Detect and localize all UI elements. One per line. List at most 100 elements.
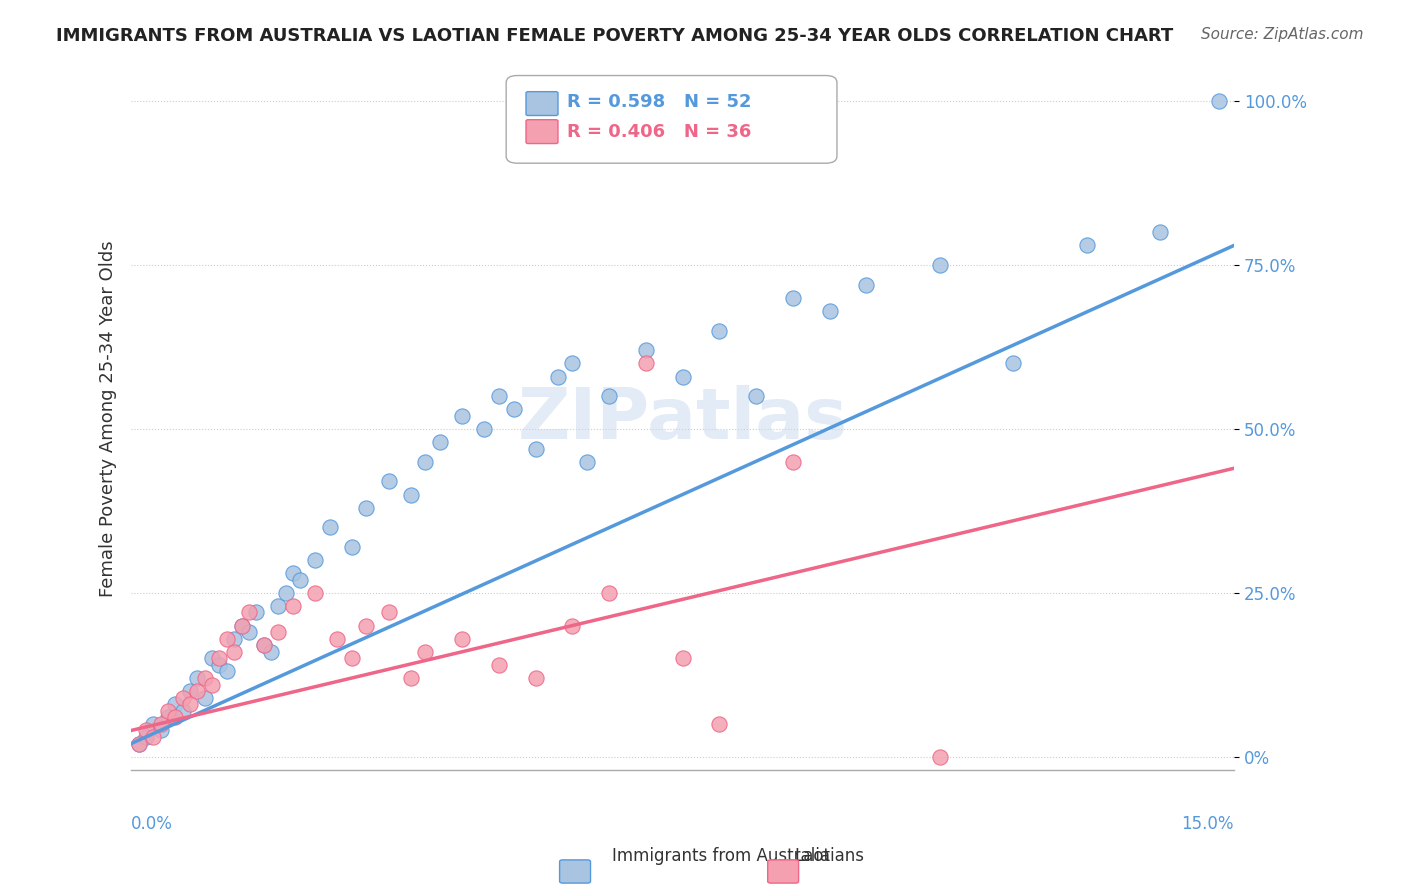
Point	[231, 618, 253, 632]
Point	[399, 487, 422, 501]
Point	[201, 651, 224, 665]
Point	[451, 632, 474, 646]
Point	[149, 723, 172, 738]
Point	[319, 520, 342, 534]
Point	[782, 455, 804, 469]
FancyBboxPatch shape	[506, 76, 837, 163]
Point	[194, 671, 217, 685]
Point	[561, 356, 583, 370]
Point	[377, 475, 399, 489]
Point	[215, 665, 238, 679]
Point	[399, 671, 422, 685]
Point	[224, 632, 246, 646]
Text: Laotians: Laotians	[794, 847, 865, 865]
Point	[172, 704, 194, 718]
Point	[561, 618, 583, 632]
Point	[142, 730, 165, 744]
Point	[356, 500, 378, 515]
Y-axis label: Female Poverty Among 25-34 Year Olds: Female Poverty Among 25-34 Year Olds	[100, 241, 117, 598]
Point	[576, 455, 599, 469]
Point	[128, 737, 150, 751]
Point	[502, 402, 524, 417]
Point	[524, 442, 547, 456]
Point	[745, 389, 768, 403]
Point	[818, 304, 841, 318]
Point	[231, 618, 253, 632]
Point	[156, 704, 179, 718]
Point	[238, 625, 260, 640]
Point	[598, 586, 620, 600]
Point	[208, 657, 231, 672]
Point	[208, 651, 231, 665]
Point	[547, 369, 569, 384]
Point	[135, 723, 157, 738]
Text: R = 0.406   N = 36: R = 0.406 N = 36	[567, 122, 751, 141]
Point	[179, 697, 201, 711]
Point	[928, 258, 950, 272]
Point	[179, 684, 201, 698]
Point	[782, 291, 804, 305]
Point	[165, 710, 187, 724]
Point	[172, 690, 194, 705]
Point	[128, 737, 150, 751]
Point	[260, 645, 283, 659]
Point	[135, 730, 157, 744]
Point	[215, 632, 238, 646]
Point	[267, 625, 290, 640]
Point	[340, 651, 363, 665]
Point	[252, 638, 274, 652]
Point	[224, 645, 246, 659]
Point	[274, 586, 297, 600]
Point	[304, 553, 326, 567]
Point	[194, 690, 217, 705]
Point	[488, 389, 510, 403]
Point	[186, 684, 208, 698]
Point	[356, 618, 378, 632]
Point	[634, 343, 657, 358]
Point	[413, 645, 436, 659]
Text: Immigrants from Australia: Immigrants from Australia	[612, 847, 830, 865]
Text: 15.0%: 15.0%	[1181, 815, 1234, 833]
Text: ZIPatlas: ZIPatlas	[517, 384, 848, 454]
Point	[304, 586, 326, 600]
Point	[1076, 238, 1098, 252]
Point	[671, 369, 693, 384]
FancyBboxPatch shape	[526, 92, 558, 115]
Point	[709, 717, 731, 731]
Point	[238, 606, 260, 620]
Point	[598, 389, 620, 403]
Text: 0.0%: 0.0%	[131, 815, 173, 833]
Point	[340, 540, 363, 554]
Point	[281, 599, 304, 613]
Point	[377, 606, 399, 620]
FancyBboxPatch shape	[526, 120, 558, 144]
Point	[634, 356, 657, 370]
Text: R = 0.598   N = 52: R = 0.598 N = 52	[567, 93, 751, 112]
Point	[149, 717, 172, 731]
Point	[709, 324, 731, 338]
Point	[928, 749, 950, 764]
Point	[201, 677, 224, 691]
Point	[186, 671, 208, 685]
Point	[472, 422, 495, 436]
Point	[290, 573, 312, 587]
Point	[326, 632, 349, 646]
Point	[1208, 95, 1230, 109]
Point	[451, 409, 474, 423]
Point	[524, 671, 547, 685]
Point	[671, 651, 693, 665]
Point	[1002, 356, 1025, 370]
Point	[1149, 225, 1171, 239]
Text: IMMIGRANTS FROM AUSTRALIA VS LAOTIAN FEMALE POVERTY AMONG 25-34 YEAR OLDS CORREL: IMMIGRANTS FROM AUSTRALIA VS LAOTIAN FEM…	[56, 27, 1174, 45]
Point	[245, 606, 267, 620]
Point	[142, 717, 165, 731]
Point	[252, 638, 274, 652]
Point	[156, 710, 179, 724]
Point	[165, 697, 187, 711]
Point	[488, 657, 510, 672]
Point	[267, 599, 290, 613]
Point	[855, 277, 877, 292]
Text: Source: ZipAtlas.com: Source: ZipAtlas.com	[1201, 27, 1364, 42]
Point	[413, 455, 436, 469]
Point	[429, 435, 451, 450]
